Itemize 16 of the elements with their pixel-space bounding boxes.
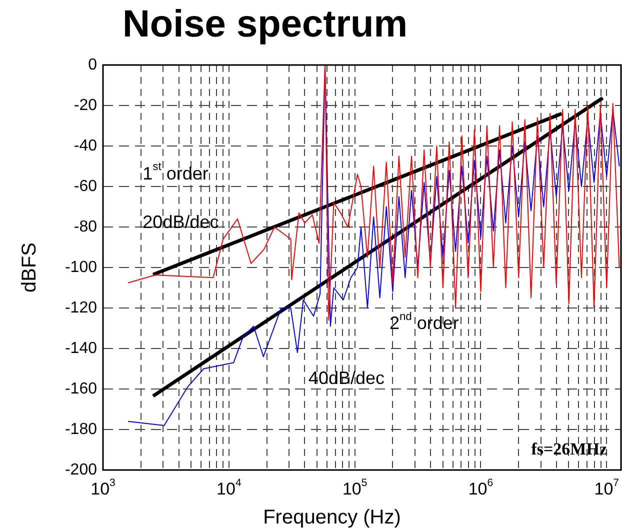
chart-title: Noise spectrum <box>122 3 408 46</box>
y-tick-label: 0 <box>88 56 98 74</box>
y-tick-label: -180 <box>64 420 98 438</box>
y-tick-label: -80 <box>74 218 98 236</box>
y-tick-label: -160 <box>64 380 98 398</box>
y-tick-label: -140 <box>64 340 98 357</box>
y-tick-label: -100 <box>64 258 98 276</box>
x-axis-title: Frequency (Hz) <box>263 506 401 529</box>
y-tick-label: -20 <box>74 96 98 114</box>
annotation: fs=26MHz <box>531 439 608 458</box>
y-tick-label: -40 <box>74 137 98 154</box>
y-tick-label: -200 <box>64 461 98 478</box>
y-tick-label: -60 <box>74 178 98 195</box>
y-axis-title: dBFS <box>18 242 41 293</box>
annotation: 40dB/dec <box>308 368 384 388</box>
y-tick-label: -120 <box>64 299 98 316</box>
